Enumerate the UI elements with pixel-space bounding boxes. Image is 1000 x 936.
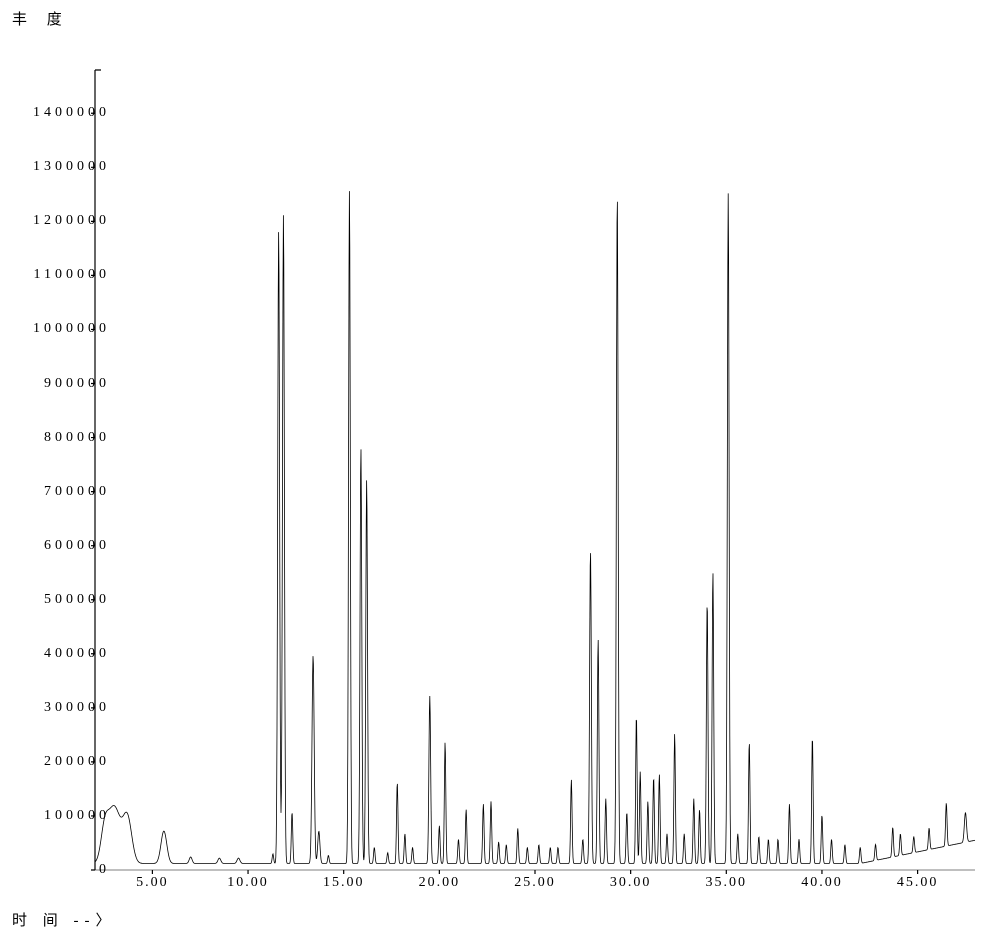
y-tick-label: 400000	[44, 646, 110, 662]
y-tick-label: 200000	[44, 754, 110, 770]
y-tick-label: 500000	[44, 592, 110, 608]
x-tick-label: 25.00	[514, 875, 556, 891]
x-tick-label: 45.00	[897, 875, 939, 891]
x-tick-label: 5.00	[136, 875, 169, 891]
y-tick-label: 1200000	[33, 213, 110, 229]
x-tick-label: 10.00	[227, 875, 269, 891]
x-tick-label: 40.00	[801, 875, 843, 891]
y-tick-label: 600000	[44, 538, 110, 554]
y-tick-label: 900000	[44, 376, 110, 392]
chromatogram-plot	[0, 0, 1000, 936]
y-tick-label: 1300000	[33, 159, 110, 175]
y-tick-label: 800000	[44, 430, 110, 446]
x-tick-label: 20.00	[419, 875, 461, 891]
chromatogram-container: 丰 度 时 间 --〉 0100000200000300000400000500…	[0, 0, 1000, 936]
y-tick-label: 100000	[44, 808, 110, 824]
y-tick-label: 1400000	[33, 105, 110, 121]
x-tick-label: 30.00	[610, 875, 652, 891]
y-tick-label: 1100000	[34, 267, 110, 283]
y-tick-label: 300000	[44, 700, 110, 716]
y-tick-label: 700000	[44, 484, 110, 500]
y-tick-label: 1000000	[33, 321, 110, 337]
y-tick-label: 0	[99, 862, 110, 878]
x-tick-label: 15.00	[323, 875, 365, 891]
x-tick-label: 35.00	[706, 875, 748, 891]
